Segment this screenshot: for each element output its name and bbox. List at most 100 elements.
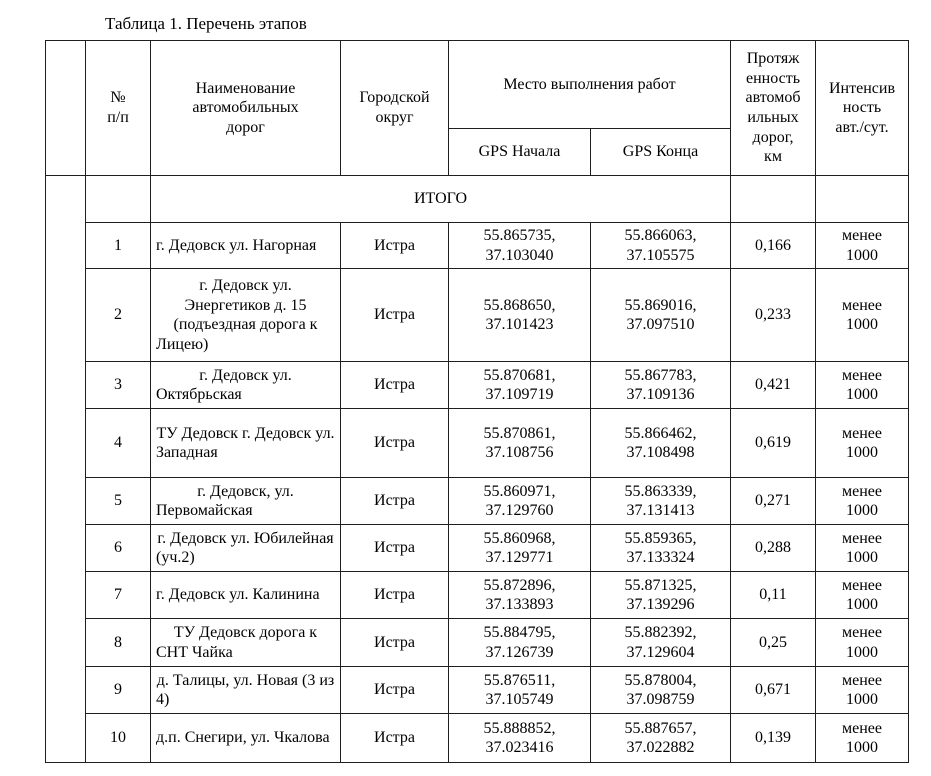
length-cell: 0,288 <box>730 524 816 573</box>
district-cell: Истра <box>340 713 449 764</box>
row-num-cell: 6 <box>85 524 151 573</box>
road-name-cell: г. Дедовск ул. Юбилейная (уч.2) <box>150 524 341 573</box>
intensity-cell: менее 1000 <box>815 666 909 715</box>
gps-end-cell: 55.867783, 37.109136 <box>590 361 731 410</box>
length-cell: 0,11 <box>730 571 816 620</box>
gps-end-cell: 55.887657, 37.022882 <box>590 713 731 764</box>
gps-end-cell: 55.863339, 37.131413 <box>590 477 731 526</box>
length-cell: 0,671 <box>730 666 816 715</box>
road-name-cell: г. Дедовск, ул. Первомайская <box>150 477 341 526</box>
length-cell: 0,233 <box>730 268 816 363</box>
total-label-cell: ИТОГО <box>150 175 731 223</box>
header-gps-end: GPS Конца <box>590 128 731 176</box>
road-name-cell: ТУ Дедовск дорога к СНТ Чайка <box>150 618 341 668</box>
row-num-cell: 5 <box>85 477 151 526</box>
gps-end-cell: 55.859365, 37.133324 <box>590 524 731 573</box>
row-num-cell: 7 <box>85 571 151 620</box>
gps-end-cell: 55.866462, 37.108498 <box>590 408 731 479</box>
district-cell: Истра <box>340 477 449 526</box>
intensity-cell: менее 1000 <box>815 221 909 270</box>
header-corner-cell <box>45 40 86 176</box>
intensity-cell: менее 1000 <box>815 477 909 526</box>
total-row: ИТОГО <box>45 174 909 764</box>
road-name-cell: д. Талицы, ул. Новая (3 из 4) <box>150 666 341 715</box>
row-num-cell: 4 <box>85 408 151 479</box>
district-cell: Истра <box>340 571 449 620</box>
road-name-cell: ТУ Дедовск г. Дедовск ул. Западная <box>150 408 341 479</box>
intensity-cell: менее 1000 <box>815 524 909 573</box>
header-gps-start: GPS Начала <box>448 128 591 176</box>
row-num-cell: 10 <box>85 713 151 764</box>
gps-end-cell: 55.869016, 37.097510 <box>590 268 731 363</box>
page-title: Таблица 1. Перечень этапов <box>105 14 307 33</box>
road-name-cell: г. Дедовск ул. Октябрьская <box>150 361 341 410</box>
gps-end-cell: 55.882392, 37.129604 <box>590 618 731 668</box>
length-cell: 0,139 <box>730 713 816 764</box>
gps-end-cell: 55.866063, 37.105575 <box>590 221 731 270</box>
header-row-2: GPS Начала GPS Конца <box>46 128 909 176</box>
table-row: 5 г. Дедовск, ул. Первомайская Истра 55.… <box>46 477 909 526</box>
gps-end-cell: 55.878004, 37.098759 <box>590 666 731 715</box>
district-cell: Истра <box>340 268 449 363</box>
length-cell: 0,421 <box>730 361 816 410</box>
table-row: 4 ТУ Дедовск г. Дедовск ул. Западная Ист… <box>46 408 909 479</box>
district-cell: Истра <box>340 666 449 715</box>
table-row: 6 г. Дедовск ул. Юбилейная (уч.2) Истра … <box>46 524 909 573</box>
district-cell: Истра <box>340 524 449 573</box>
header-district: Городской округ <box>340 40 449 176</box>
road-name-cell: г. Дедовск ул. Нагорная <box>150 221 341 270</box>
gps-start-cell: 55.872896, 37.133893 <box>448 571 591 620</box>
district-cell: Истра <box>340 361 449 410</box>
table-row: 9 д. Талицы, ул. Новая (3 из 4) Истра 55… <box>46 666 909 715</box>
body-side-cell <box>45 174 86 764</box>
row-num-cell: 3 <box>85 361 151 410</box>
gps-start-cell: 55.870861, 37.108756 <box>448 408 591 479</box>
gps-start-cell: 55.860968, 37.129771 <box>448 524 591 573</box>
gps-start-cell: 55.876511, 37.105749 <box>448 666 591 715</box>
row-num-cell: 1 <box>85 221 151 270</box>
table-row: 7 г. Дедовск ул. Калинина Истра 55.87289… <box>46 571 909 620</box>
header-length: Протяж енность автомоб ильных дорог, км <box>730 40 816 176</box>
total-num-cell <box>85 175 151 223</box>
intensity-cell: менее 1000 <box>815 268 909 363</box>
intensity-cell: менее 1000 <box>815 408 909 479</box>
table-row: 1 г. Дедовск ул. Нагорная Истра 55.86573… <box>46 221 909 270</box>
header-num: № п/п <box>85 40 151 176</box>
road-name-cell: г. Дедовск ул. Калинина <box>150 571 341 620</box>
gps-start-cell: 55.860971, 37.129760 <box>448 477 591 526</box>
gps-start-cell: 55.865735, 37.103040 <box>448 221 591 270</box>
intensity-cell: менее 1000 <box>815 571 909 620</box>
intensity-cell: менее 1000 <box>815 361 909 410</box>
row-num-cell: 8 <box>85 618 151 668</box>
road-name-cell: г. Дедовск ул. Энергетиков д. 15 (подъез… <box>150 268 341 363</box>
length-cell: 0,25 <box>730 618 816 668</box>
header-road-name: Наименование автомобильных дорог <box>150 40 341 176</box>
row-num-cell: 9 <box>85 666 151 715</box>
length-cell: 0,619 <box>730 408 816 479</box>
table-row: 10 д.п. Снегири, ул. Чкалова Истра 55.88… <box>46 713 909 764</box>
district-cell: Истра <box>340 221 449 270</box>
intensity-cell: менее 1000 <box>815 713 909 764</box>
table-row: 2 г. Дедовск ул. Энергетиков д. 15 (подъ… <box>46 268 909 363</box>
intensity-cell: менее 1000 <box>815 618 909 668</box>
header-intensity: Интенсив ность авт./сут. <box>815 40 909 176</box>
row-num-cell: 2 <box>85 268 151 363</box>
district-cell: Истра <box>340 408 449 479</box>
gps-start-cell: 55.888852, 37.023416 <box>448 713 591 764</box>
table-row: 8 ТУ Дедовск дорога к СНТ Чайка Истра 55… <box>46 618 909 668</box>
length-cell: 0,271 <box>730 477 816 526</box>
road-name-cell: д.п. Снегири, ул. Чкалова <box>150 713 341 764</box>
gps-end-cell: 55.871325, 37.139296 <box>590 571 731 620</box>
total-intensity-cell <box>815 175 909 223</box>
table-row: 3 г. Дедовск ул. Октябрьская Истра 55.87… <box>46 361 909 410</box>
length-cell: 0,166 <box>730 221 816 270</box>
gps-start-cell: 55.868650, 37.101423 <box>448 268 591 363</box>
header-place: Место выполнения работ <box>448 40 731 129</box>
district-cell: Истра <box>340 618 449 668</box>
header-row-1: № п/п Наименование автомобильных дорог Г… <box>45 40 909 176</box>
stages-table: № п/п Наименование автомобильных дорог Г… <box>45 40 909 764</box>
total-length-cell <box>730 175 816 223</box>
gps-start-cell: 55.884795, 37.126739 <box>448 618 591 668</box>
gps-start-cell: 55.870681, 37.109719 <box>448 361 591 410</box>
